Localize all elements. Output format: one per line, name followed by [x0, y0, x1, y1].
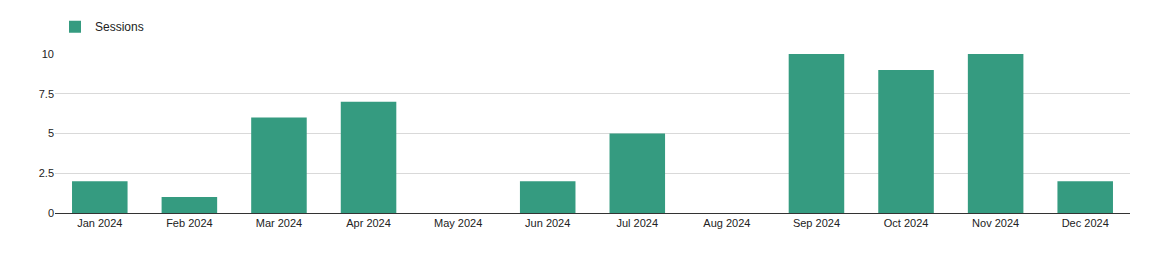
- svg-text:Oct 2024: Oct 2024: [884, 217, 929, 229]
- svg-text:Feb 2024: Feb 2024: [166, 217, 212, 229]
- svg-text:May 2024: May 2024: [434, 217, 482, 229]
- svg-text:Nov 2024: Nov 2024: [972, 217, 1019, 229]
- svg-text:Jan 2024: Jan 2024: [77, 217, 122, 229]
- svg-text:10: 10: [42, 48, 54, 60]
- svg-text:Apr 2024: Apr 2024: [346, 217, 391, 229]
- svg-text:Jun 2024: Jun 2024: [525, 217, 570, 229]
- svg-text:Jul 2024: Jul 2024: [616, 217, 658, 229]
- svg-text:Dec 2024: Dec 2024: [1062, 217, 1109, 229]
- svg-text:0: 0: [48, 207, 54, 219]
- svg-text:5: 5: [48, 127, 54, 139]
- svg-text:2.5: 2.5: [39, 167, 54, 179]
- svg-text:Mar 2024: Mar 2024: [256, 217, 302, 229]
- svg-text:Aug 2024: Aug 2024: [703, 217, 750, 229]
- svg-text:Sessions: Sessions: [95, 20, 144, 34]
- svg-text:Sep 2024: Sep 2024: [793, 217, 840, 229]
- svg-text:7.5: 7.5: [39, 88, 54, 100]
